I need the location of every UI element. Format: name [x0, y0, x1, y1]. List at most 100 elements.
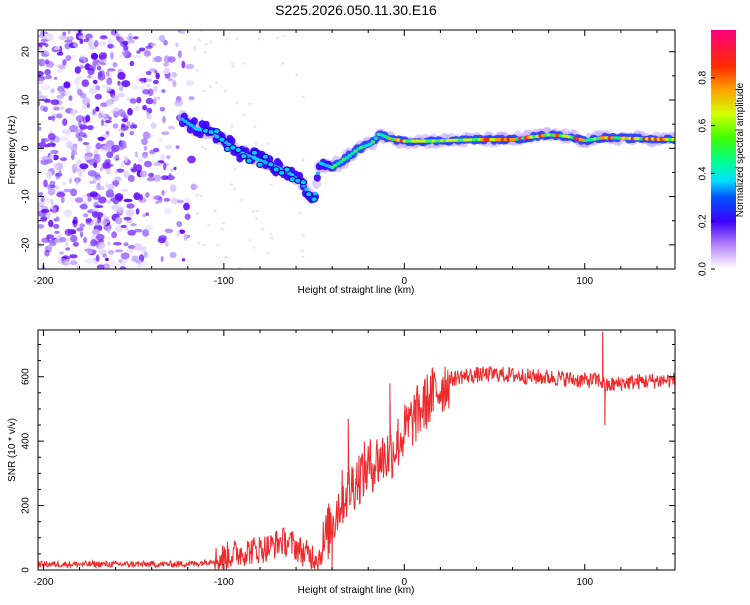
snr-plot-area — [38, 331, 675, 570]
ridge-core-blob — [315, 171, 321, 175]
noise-blob — [248, 239, 252, 242]
noise-blob — [101, 84, 109, 89]
noise-blob — [123, 171, 130, 179]
noise-blob — [82, 142, 90, 146]
noise-blob — [96, 212, 104, 218]
noise-blob — [101, 119, 104, 127]
noise-blob — [63, 188, 73, 193]
noise-blob — [68, 95, 73, 101]
noise-blob — [56, 94, 65, 99]
noise-blob — [139, 194, 143, 201]
ridge-core-blob — [183, 119, 188, 124]
noise-blob — [140, 260, 149, 268]
snr-frame — [37, 329, 676, 571]
colorbar-tick-label: 0.6 — [698, 118, 709, 132]
snr-y-tick-label: 200 — [21, 497, 32, 514]
noise-blob — [116, 35, 120, 41]
ridge-core-blob — [339, 159, 344, 164]
noise-blob — [106, 70, 110, 77]
noise-blob — [216, 244, 220, 247]
noise-blob — [162, 189, 168, 193]
noise-blob — [64, 258, 72, 265]
noise-blob — [61, 257, 66, 263]
noise-blob — [94, 205, 104, 209]
noise-blob — [41, 59, 45, 67]
noise-blob — [176, 221, 183, 227]
noise-blob — [163, 197, 171, 202]
noise-blob — [112, 62, 118, 68]
noise-blob — [87, 170, 97, 177]
noise-blob — [96, 65, 102, 71]
ridge-knot — [266, 161, 275, 168]
noise-blob — [118, 36, 124, 44]
noise-blob — [172, 80, 177, 88]
noise-blob — [105, 182, 109, 188]
noise-blob — [95, 106, 100, 112]
noise-blob — [152, 98, 157, 105]
snr-y-ticks: 0 200 400 600 — [21, 343, 675, 573]
noise-blob — [163, 55, 171, 64]
noise-blob — [143, 154, 149, 159]
noise-blob — [114, 167, 118, 175]
ridge-blob — [313, 174, 321, 182]
ridge-knot — [218, 136, 226, 143]
noise-blob — [79, 203, 88, 210]
noise-blob — [131, 86, 141, 90]
noise-blob — [53, 76, 58, 80]
noise-blob — [54, 230, 60, 234]
noise-blob — [47, 188, 56, 196]
ridge-core-blob — [370, 140, 376, 144]
noise-blob — [50, 99, 60, 106]
ridge-core-blob — [185, 121, 191, 125]
noise-blob — [54, 238, 61, 243]
noise-blob — [138, 78, 148, 82]
noise-blob — [157, 237, 166, 244]
noise-blob — [300, 249, 304, 253]
noise-blob — [80, 231, 84, 238]
noise-blob — [134, 151, 139, 158]
snr-y-tick-label: 400 — [21, 432, 32, 449]
noise-blob — [95, 85, 101, 91]
noise-blob — [144, 224, 153, 231]
noise-blob — [112, 123, 119, 129]
noise-blob — [178, 30, 186, 35]
noise-blob — [107, 68, 116, 72]
noise-blob — [78, 171, 83, 177]
noise-blob — [59, 106, 65, 110]
noise-blob — [77, 88, 83, 96]
noise-blob — [281, 62, 285, 65]
noise-blob — [72, 220, 78, 224]
noise-blob — [74, 66, 82, 74]
noise-blob — [159, 106, 166, 112]
noise-blob — [75, 178, 79, 185]
noise-blob — [181, 60, 186, 69]
noise-blob — [118, 145, 124, 151]
noise-blob — [147, 88, 154, 97]
noise-blob — [85, 247, 93, 255]
spectrogram-y-tick-label: -20 — [21, 237, 32, 252]
noise-blob — [220, 227, 224, 231]
noise-blob — [76, 32, 84, 37]
noise-blob — [114, 193, 124, 201]
noise-blob — [97, 71, 103, 78]
noise-blob — [145, 47, 150, 55]
noise-blob — [100, 102, 108, 108]
noise-blob — [125, 113, 129, 120]
ridge-core-blob — [289, 173, 295, 177]
noise-blob — [164, 144, 173, 150]
noise-blob — [136, 75, 140, 84]
noise-blob — [145, 212, 150, 217]
noise-blob — [169, 184, 177, 193]
noise-blob — [72, 42, 78, 48]
noise-blob — [83, 58, 87, 64]
noise-blob — [104, 159, 111, 164]
noise-blob — [121, 188, 129, 192]
noise-blob — [103, 219, 111, 223]
noise-blob — [86, 159, 92, 164]
noise-blob — [65, 55, 72, 62]
noise-blob — [107, 183, 115, 191]
noise-blob — [97, 216, 102, 224]
noise-blob — [202, 243, 206, 247]
colorbar-gradient — [711, 30, 736, 269]
